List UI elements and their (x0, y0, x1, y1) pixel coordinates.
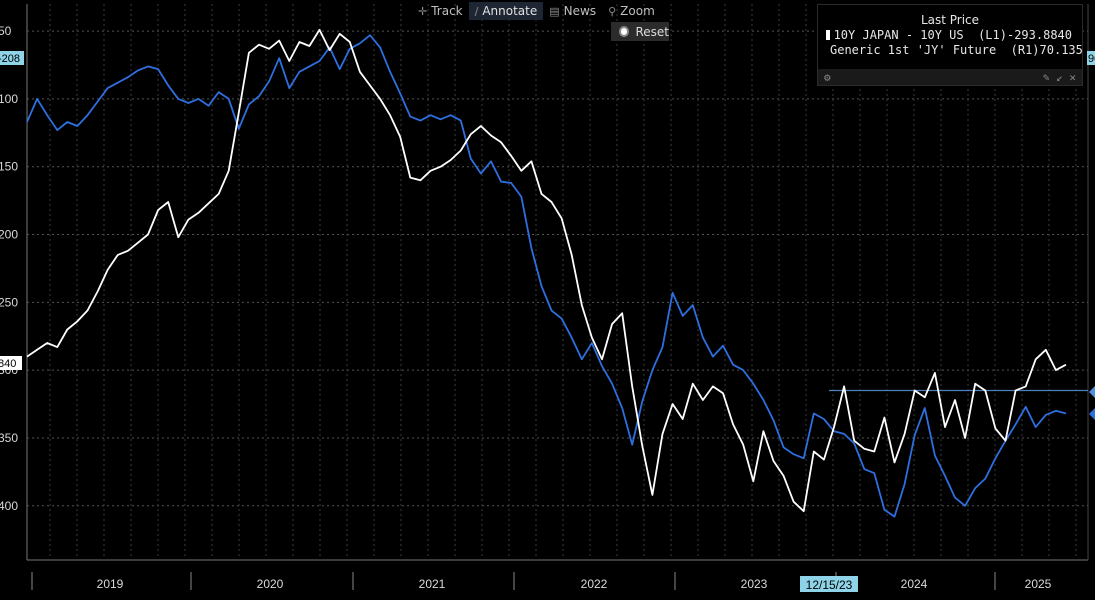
x-tick-label: 2025 (1025, 577, 1052, 591)
y-tick-label: -250 (0, 295, 18, 309)
right-badge: 90 (1088, 53, 1095, 65)
legend-panel: Last Price 10Y JAPAN - 10Y US (L1) -293.… (817, 4, 1083, 86)
left-last-badge: -208 (0, 53, 20, 65)
legend-header: Last Price (920, 13, 980, 27)
magnifier-icon: ⚲ (608, 4, 617, 18)
x-tick-label: 2020 (257, 577, 284, 591)
x-tick-label: 2021 (419, 577, 446, 591)
series-lines (26, 28, 1067, 518)
annotate-button[interactable]: ∕ Annotate (468, 2, 544, 20)
x-highlight-label: 12/15/23 (806, 578, 853, 592)
legend-value: 70.135 (1039, 42, 1083, 57)
chart-grid (26, 4, 1089, 561)
left-value-badge: 840 (0, 358, 16, 370)
y-tick-label: -350 (0, 431, 18, 445)
y-tick-label: -50 (0, 24, 12, 38)
annotate-label: Annotate (482, 4, 538, 18)
reset-label: Reset (635, 24, 669, 39)
chart-toolbar: ✛ Track ∕ Annotate ▤ News ⚲ Zoom (412, 2, 661, 20)
legend-name: 10Y JAPAN - 10Y US (L1) (833, 27, 1007, 42)
y-tick-label: -400 (0, 499, 18, 513)
x-axis: 2019 2020 2021 2022 2023 2024 2025 12/15/23 (31, 572, 1052, 592)
x-tick-label: 2022 (581, 577, 608, 591)
series-line-future (26, 34, 1067, 518)
axis-badges: -208 840 90 (0, 51, 1095, 420)
crosshair-icon: ✛ (418, 4, 428, 18)
zoom-button[interactable]: ⚲ Zoom (602, 2, 661, 20)
track-button[interactable]: ✛ Track (412, 2, 469, 20)
track-label: Track (431, 4, 463, 18)
reset-button[interactable]: Reset (611, 22, 669, 41)
swatch-white (826, 29, 830, 40)
x-tick-label: 2024 (901, 577, 928, 591)
news-icon: ▤ (549, 4, 560, 18)
pencil-icon: ∕ (474, 4, 479, 18)
legend-row-spread[interactable]: 10Y JAPAN - 10Y US (L1) -293.8840 (818, 27, 1082, 42)
close-icon[interactable]: ✕ (1069, 70, 1076, 84)
news-label: News (563, 4, 597, 18)
legend-tools: ✎ ↙ ✕ (1043, 71, 1076, 84)
series-line-spread (26, 28, 1067, 513)
y-tick-label: -200 (0, 228, 18, 242)
gear-icon[interactable]: ⚙ (824, 70, 831, 84)
legend-value: -293.8840 (1006, 27, 1072, 42)
legend-footer: ⚙ ✎ ↙ ✕ (818, 69, 1082, 85)
radio-icon (619, 26, 630, 37)
legend-name: Generic 1st 'JY' Future (R1) (830, 42, 1040, 57)
x-tick-label: 2019 (97, 577, 124, 591)
y-tick-label: -100 (0, 92, 18, 106)
zoom-label: Zoom (620, 4, 655, 18)
news-button[interactable]: ▤ News (543, 2, 602, 20)
y-tick-label: -150 (0, 160, 18, 174)
x-tick-label: 2023 (741, 577, 768, 591)
pin-icon[interactable]: ✎ (1042, 70, 1050, 84)
legend-row-future[interactable]: Generic 1st 'JY' Future (R1) 70.135 (818, 42, 1083, 57)
collapse-icon[interactable]: ↙ (1056, 70, 1063, 84)
left-axis: -50-100-150-200-250-300-350-400 (0, 24, 18, 513)
